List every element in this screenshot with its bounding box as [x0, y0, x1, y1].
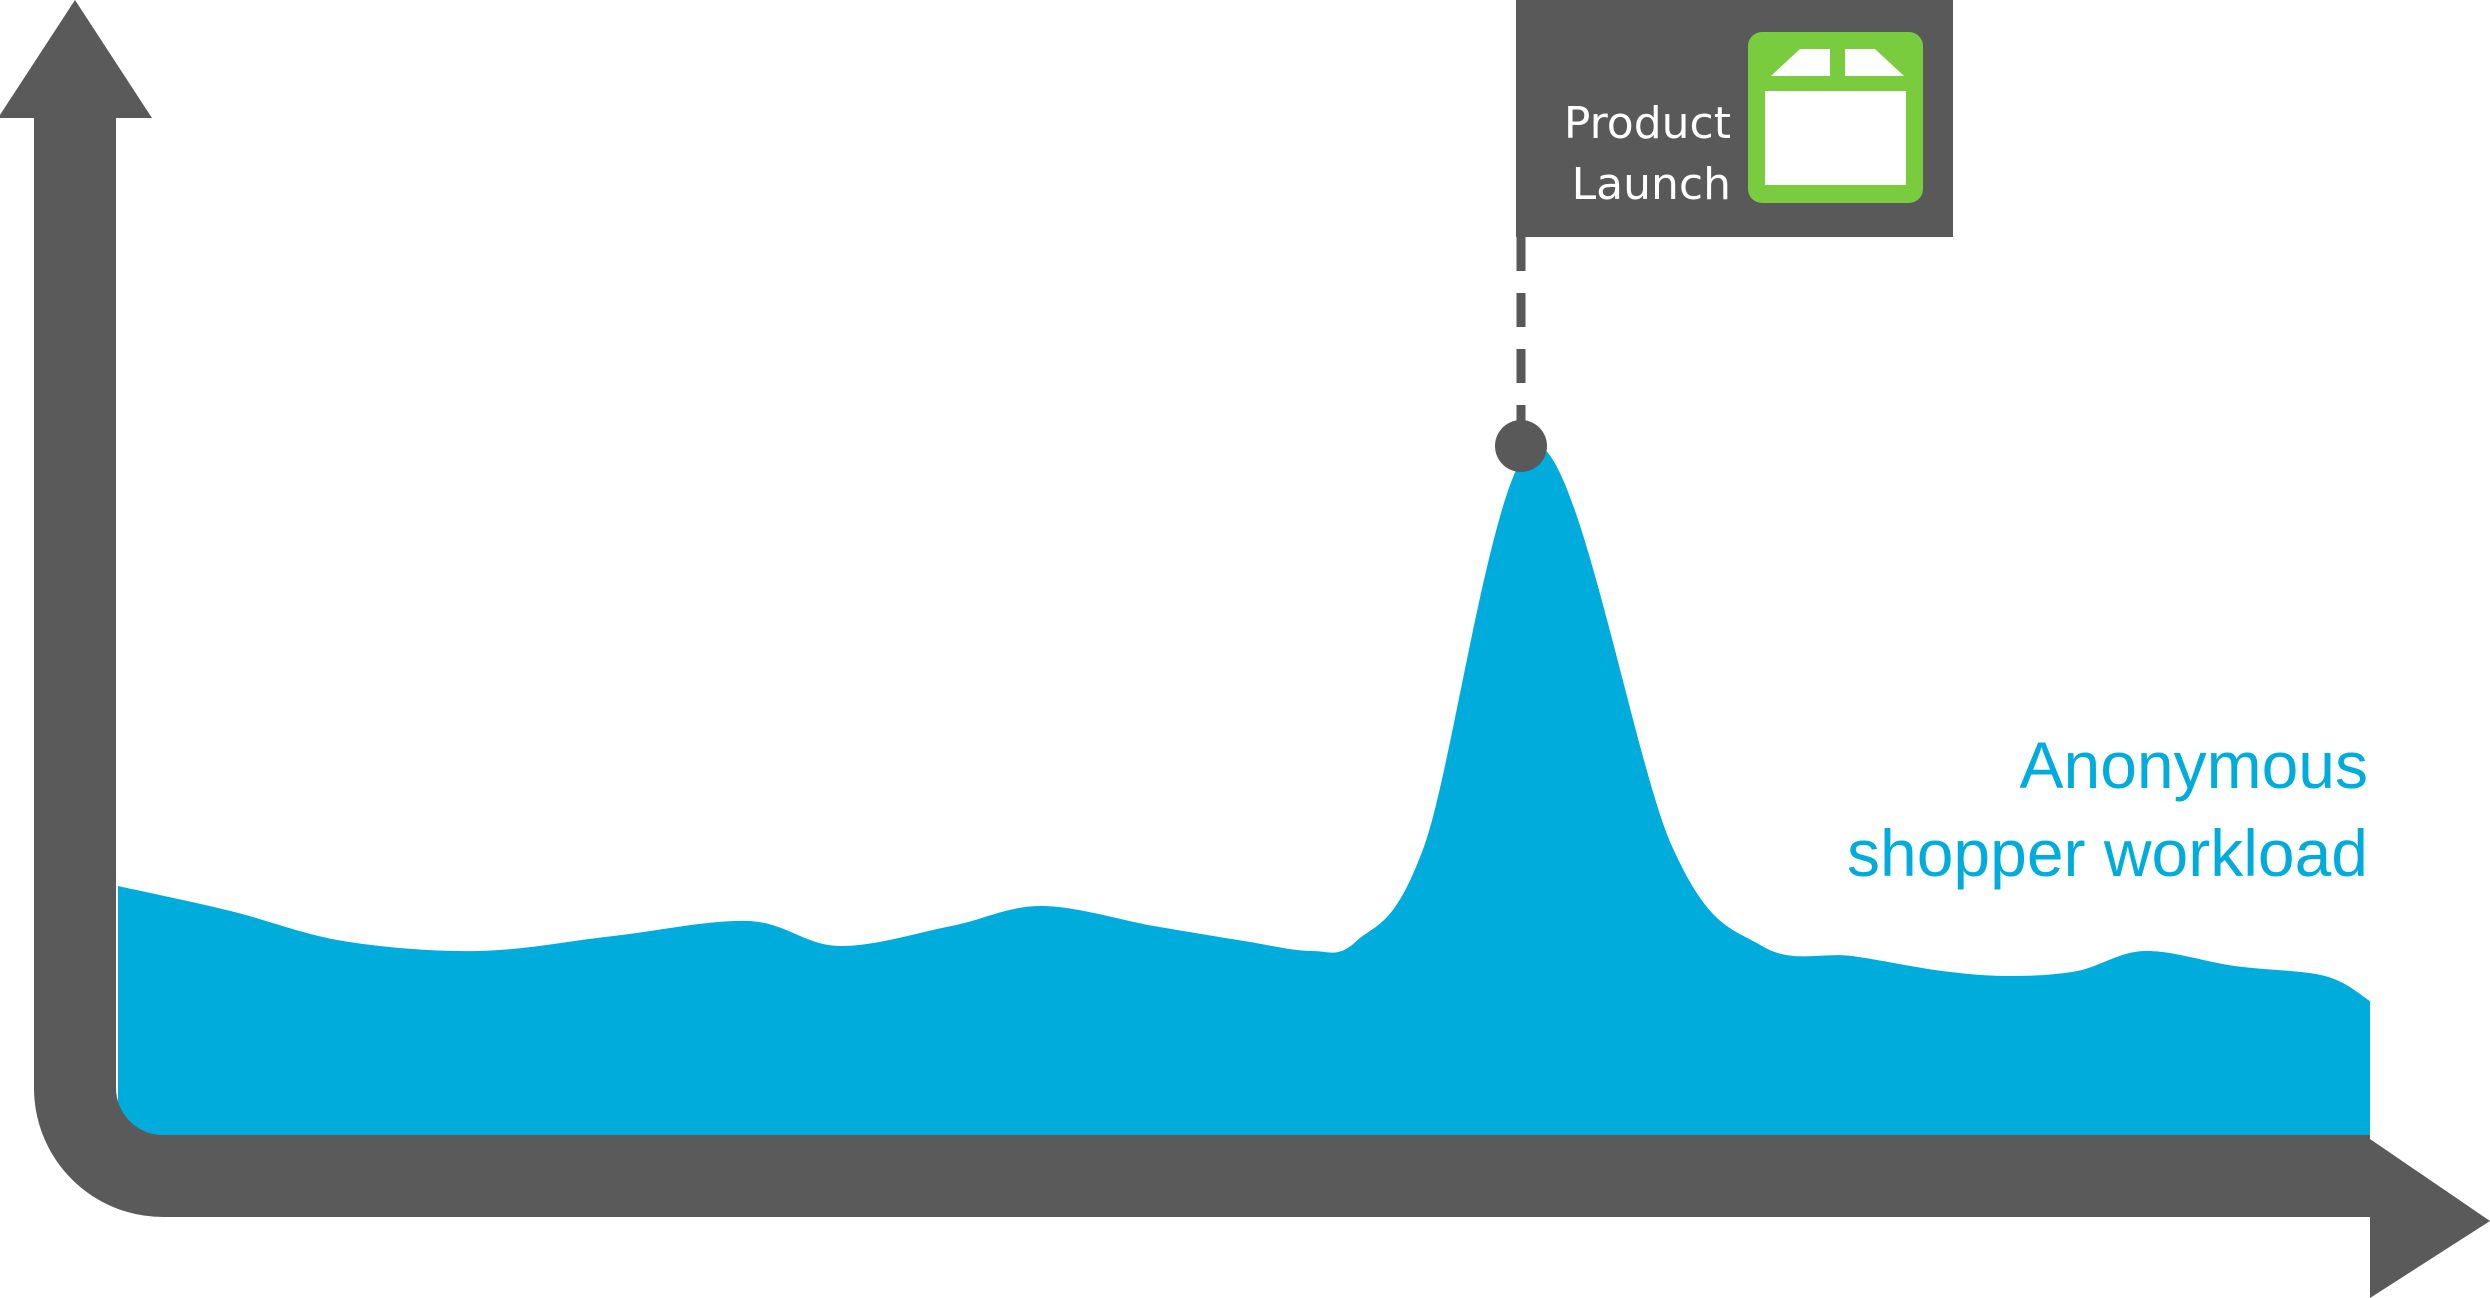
area-series-0	[118, 446, 2370, 1176]
y-axis-arrowhead	[0, 0, 152, 118]
window-browser-icon	[1747, 32, 1923, 203]
series-label-line-0: Anonymous	[2019, 728, 2368, 802]
label-layer: Anonymous shopper workload	[1847, 728, 2368, 890]
x-axis-arrowhead	[2370, 1139, 2490, 1298]
callout-text-line-0: Product	[1564, 98, 1731, 149]
peak-marker	[1494, 420, 1547, 472]
series-label-line-1: shopper workload	[1847, 816, 2368, 890]
area-layer	[118, 446, 2370, 1176]
axis-lines	[33, 118, 2370, 1217]
callout-text-line-1: Launch	[1572, 159, 1731, 210]
annotation-layer: Product Launch	[1494, 0, 1953, 472]
